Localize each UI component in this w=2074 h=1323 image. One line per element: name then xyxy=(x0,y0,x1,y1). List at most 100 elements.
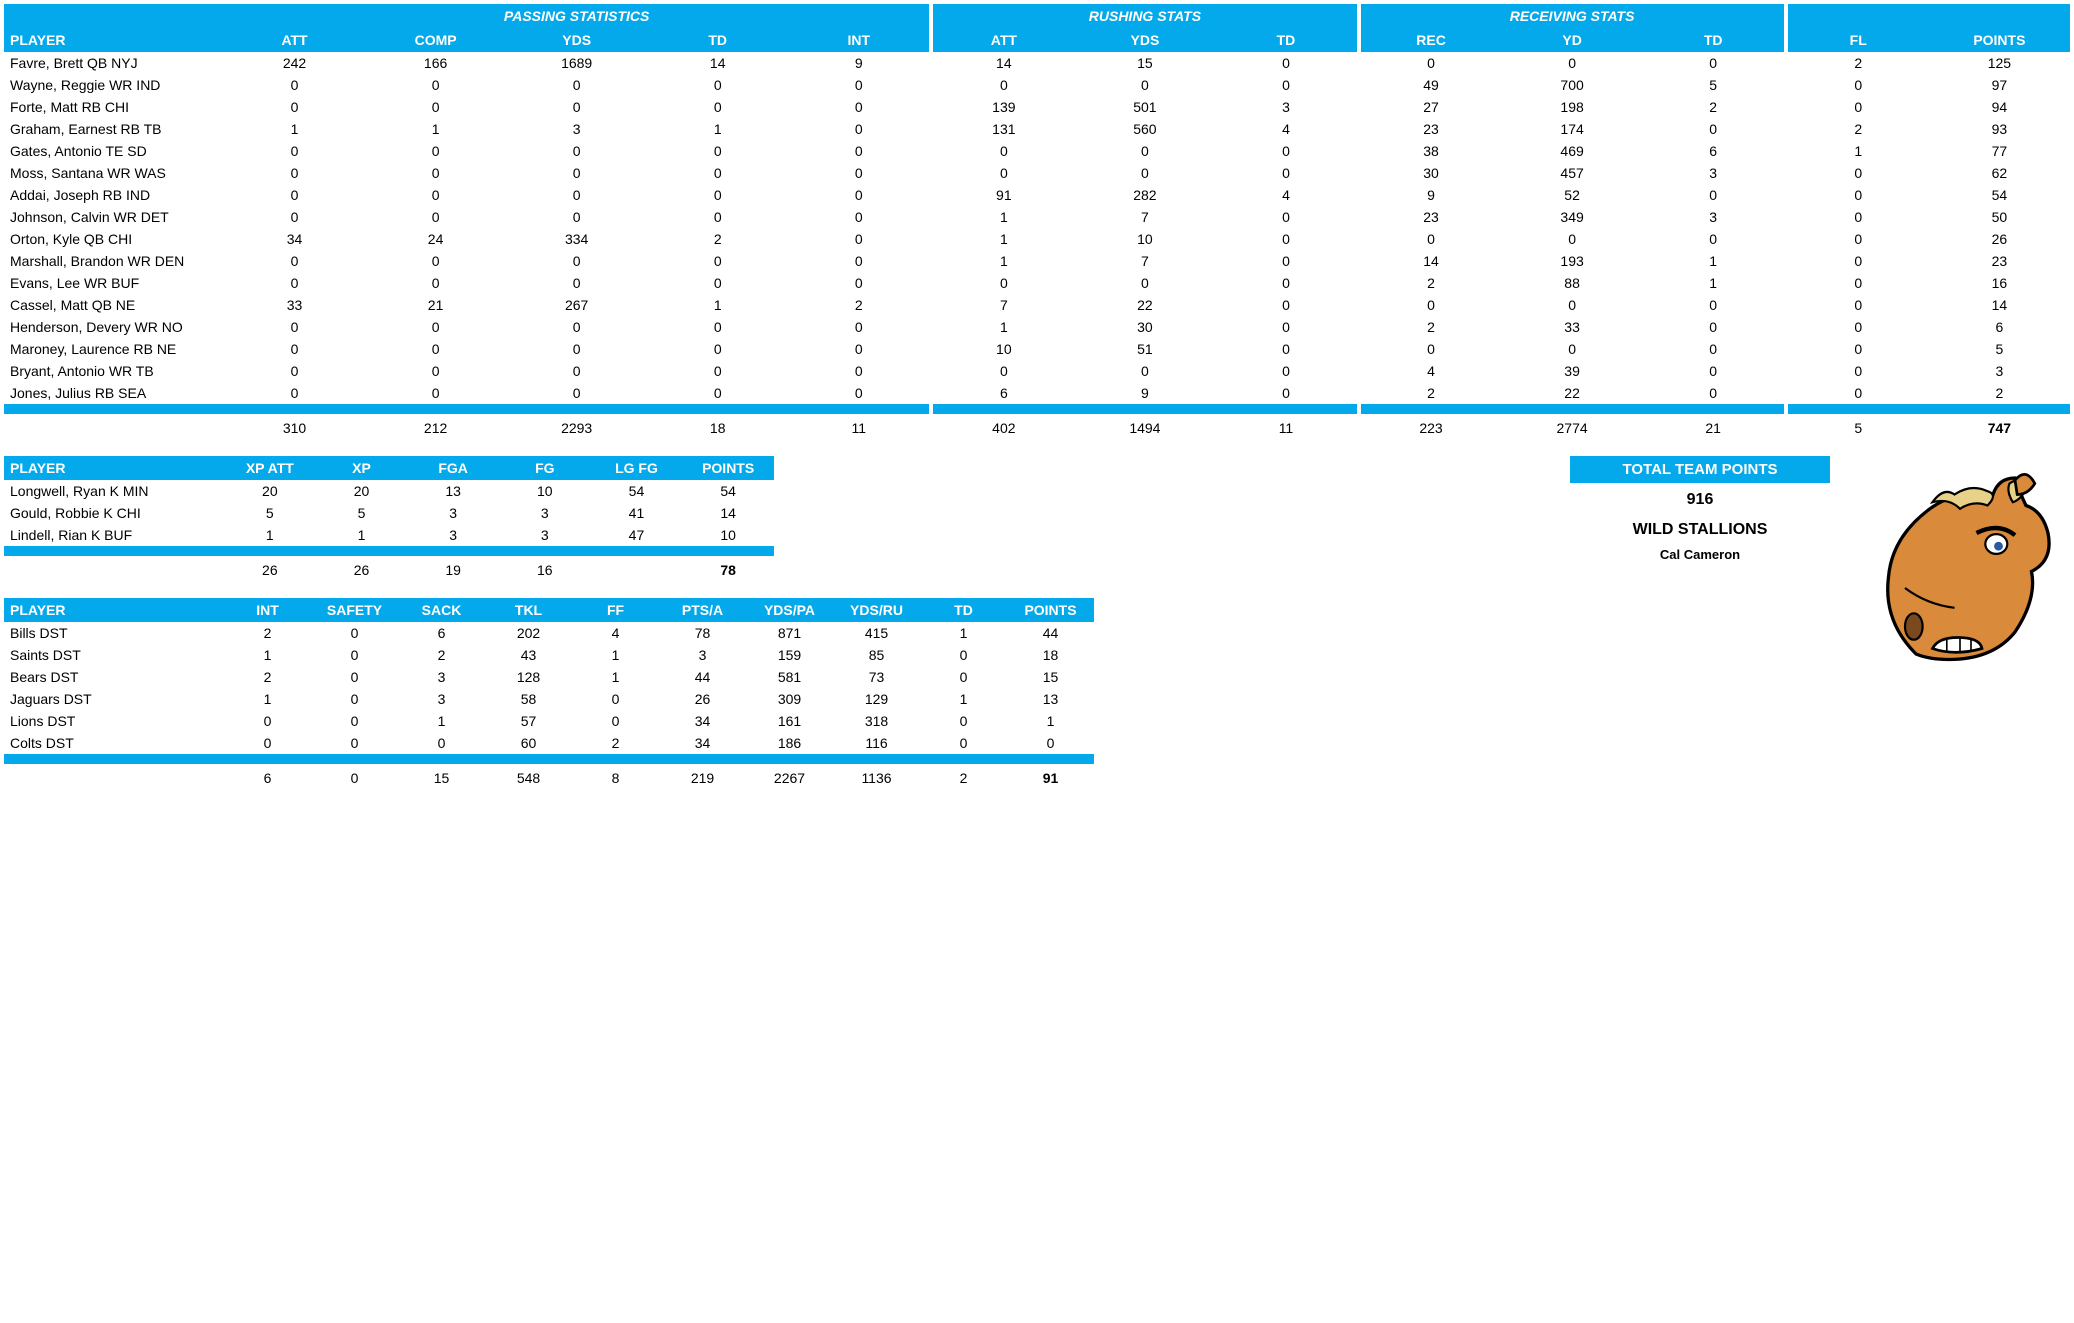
col-points: POINTS xyxy=(1007,598,1094,622)
cell: 27 xyxy=(1361,96,1502,118)
cell: 131 xyxy=(933,118,1074,140)
total-cell: 548 xyxy=(485,764,572,792)
cell: 1 xyxy=(1643,250,1784,272)
total-cell: 5 xyxy=(1788,414,1929,442)
cell: 871 xyxy=(746,622,833,644)
cell: 54 xyxy=(591,480,683,502)
cell: 0 xyxy=(933,140,1074,162)
cell: 38 xyxy=(1361,140,1502,162)
cell: 2 xyxy=(1788,118,1929,140)
cell: 139 xyxy=(933,96,1074,118)
total-cell: 2 xyxy=(920,764,1007,792)
cell: 0 xyxy=(788,118,929,140)
offense-col-int: INT xyxy=(788,28,929,52)
cell: 3 xyxy=(407,502,499,524)
cell: 14 xyxy=(1929,294,2070,316)
cell: 3 xyxy=(1929,360,2070,382)
cell: 0 xyxy=(506,140,647,162)
cell: 52 xyxy=(1502,184,1643,206)
cell: 1 xyxy=(224,644,311,666)
cell: Henderson, Devery WR NO xyxy=(4,316,224,338)
offense-col-td: TD xyxy=(647,28,788,52)
cell: 267 xyxy=(506,294,647,316)
table-row: Jones, Julius RB SEA00000690222002 xyxy=(4,382,2070,404)
cell: 0 xyxy=(1788,74,1929,96)
cell: 0 xyxy=(224,316,365,338)
cell: 0 xyxy=(224,360,365,382)
cell: 0 xyxy=(647,382,788,404)
cell: 0 xyxy=(224,74,365,96)
cell: Cassel, Matt QB NE xyxy=(4,294,224,316)
cell: 0 xyxy=(1215,272,1356,294)
cell: 1 xyxy=(224,118,365,140)
cell: 0 xyxy=(1007,732,1094,754)
cell: 2 xyxy=(1361,382,1502,404)
table-row: Colts DST0006023418611600 xyxy=(4,732,1094,754)
cell: 1 xyxy=(647,118,788,140)
cell: 193 xyxy=(1502,250,1643,272)
cell: 1 xyxy=(920,688,1007,710)
table-row: Favre, Brett QB NYJ242166168914914150000… xyxy=(4,52,2070,74)
cell: 0 xyxy=(1788,228,1929,250)
cell: 33 xyxy=(1502,316,1643,338)
cell: 0 xyxy=(365,382,506,404)
cell: Lindell, Rian K BUF xyxy=(4,524,224,546)
table-row: Forte, Matt RB CHI000001395013271982094 xyxy=(4,96,2070,118)
cell: 0 xyxy=(506,360,647,382)
cell: 0 xyxy=(365,360,506,382)
cell: 0 xyxy=(647,360,788,382)
cell: 26 xyxy=(1929,228,2070,250)
team-owner: Cal Cameron xyxy=(1570,543,1830,572)
cell: 0 xyxy=(365,272,506,294)
total-cell: 6 xyxy=(224,764,311,792)
cell: 10 xyxy=(1074,228,1215,250)
cell: 2 xyxy=(1643,96,1784,118)
total-cell xyxy=(4,764,224,792)
cell: 23 xyxy=(1361,118,1502,140)
cell: 1 xyxy=(933,316,1074,338)
cell: 0 xyxy=(1788,294,1929,316)
cell: 0 xyxy=(224,140,365,162)
cell: 10 xyxy=(499,480,591,502)
offense-col-att: ATT xyxy=(224,28,365,52)
cell: 0 xyxy=(788,96,929,118)
cell: 2 xyxy=(647,228,788,250)
cell: 7 xyxy=(1074,206,1215,228)
total-cell: 1494 xyxy=(1074,414,1215,442)
cell: 0 xyxy=(311,688,398,710)
col-fga: FGA xyxy=(407,456,499,480)
total-cell xyxy=(4,556,224,584)
cell: 9 xyxy=(1074,382,1215,404)
cell: 0 xyxy=(788,316,929,338)
separator-row xyxy=(4,546,774,556)
total-cell: 19 xyxy=(407,556,499,584)
cell: 0 xyxy=(1788,316,1929,338)
table-row: Bryant, Antonio WR TB00000000439003 xyxy=(4,360,2070,382)
cell: 77 xyxy=(1929,140,2070,162)
defense-table: PLAYERINTSAFETYSACKTKLFFPTS/AYDS/PAYDS/R… xyxy=(4,598,1094,792)
cell: 3 xyxy=(407,524,499,546)
cell: 0 xyxy=(933,360,1074,382)
total-cell: 16 xyxy=(499,556,591,584)
cell: 7 xyxy=(1074,250,1215,272)
cell: 0 xyxy=(311,710,398,732)
cell: 24 xyxy=(365,228,506,250)
cell: 54 xyxy=(1929,184,2070,206)
table-row: Wayne, Reggie WR IND00000000497005097 xyxy=(4,74,2070,96)
cell: 0 xyxy=(1788,382,1929,404)
col-ff: FF xyxy=(572,598,659,622)
offense-col-rec: REC xyxy=(1361,28,1502,52)
total-cell: 21 xyxy=(1643,414,1784,442)
cell: 9 xyxy=(788,52,929,74)
cell: 0 xyxy=(1788,338,1929,360)
cell: 2 xyxy=(1361,316,1502,338)
total-cell: 91 xyxy=(1007,764,1094,792)
cell: 43 xyxy=(485,644,572,666)
cell: 10 xyxy=(933,338,1074,360)
team-mascot xyxy=(1850,456,2070,679)
cell: 15 xyxy=(1074,52,1215,74)
cell: 0 xyxy=(1788,360,1929,382)
cell: 0 xyxy=(647,316,788,338)
cell: 14 xyxy=(933,52,1074,74)
cell: 1 xyxy=(933,228,1074,250)
